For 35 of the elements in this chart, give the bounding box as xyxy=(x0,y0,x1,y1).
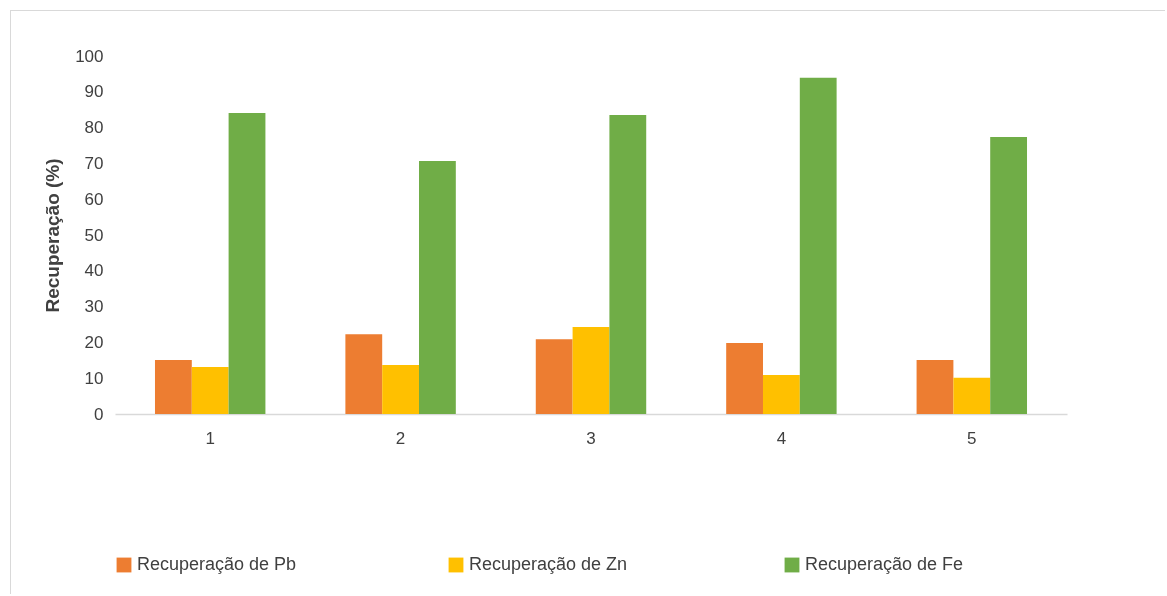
bar xyxy=(191,367,229,414)
bar xyxy=(154,359,192,414)
x-tick-label: 1 xyxy=(205,428,215,448)
bar xyxy=(799,77,837,414)
bar xyxy=(726,343,763,414)
y-tick-label: 50 xyxy=(84,225,104,245)
legend-label: Recuperação de Zn xyxy=(469,554,628,574)
y-tick-label: 70 xyxy=(84,153,104,173)
y-tick-label: 90 xyxy=(84,82,104,102)
x-tick-label: 3 xyxy=(586,428,596,448)
x-tick-label: 4 xyxy=(776,428,787,448)
x-tick-label: 2 xyxy=(395,428,406,448)
y-tick-label: 80 xyxy=(84,118,104,138)
y-tick-label: 10 xyxy=(84,368,104,388)
bar xyxy=(990,136,1028,414)
y-tick-label: 100 xyxy=(75,46,104,66)
bar xyxy=(382,364,420,414)
bar xyxy=(228,112,266,414)
y-tick-label: 0 xyxy=(94,404,104,424)
bar xyxy=(916,359,954,414)
bar xyxy=(953,377,991,414)
x-tick-label: 5 xyxy=(967,428,977,448)
bar xyxy=(609,115,647,414)
bar xyxy=(419,160,456,414)
legend-label: Recuperação de Pb xyxy=(137,554,297,574)
legend-label: Recuperação de Fe xyxy=(805,554,964,574)
y-tick-label: 40 xyxy=(84,261,104,281)
bar xyxy=(762,374,800,414)
bar xyxy=(535,339,573,414)
bar xyxy=(572,327,610,414)
y-tick-label: 30 xyxy=(84,297,104,317)
y-tick-label: 60 xyxy=(84,189,104,209)
bar xyxy=(345,334,383,414)
y-axis-title: Recuperação (%) xyxy=(42,158,64,313)
y-tick-label: 20 xyxy=(84,332,104,352)
